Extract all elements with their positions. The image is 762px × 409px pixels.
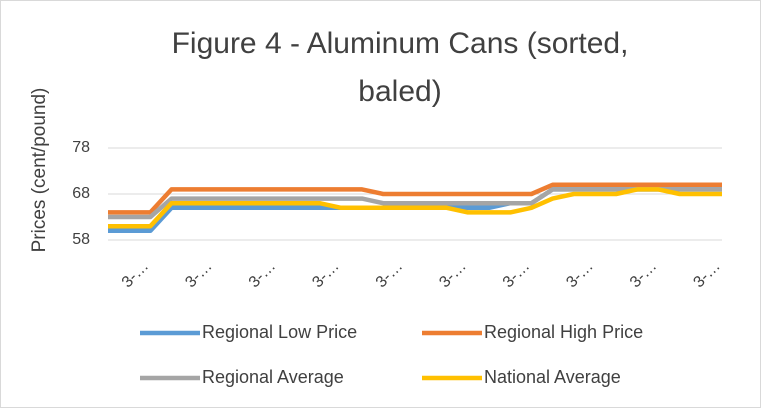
legend-label: Regional Low Price — [202, 322, 357, 342]
x-tick-label: 3-… — [246, 258, 279, 291]
series-line — [108, 187, 722, 220]
x-tick-label: 3-… — [500, 258, 533, 291]
x-tick-label: 3-… — [690, 258, 723, 291]
y-tick-label: 58 — [72, 231, 90, 248]
legend-label: Regional Average — [202, 367, 344, 387]
x-tick-label: 3-… — [119, 258, 152, 291]
x-tick-label: 3-… — [563, 258, 596, 291]
x-tick-label: 3-… — [309, 258, 342, 291]
chart-title: Figure 4 - Aluminum Cans (sorted, baled) — [171, 27, 629, 108]
x-tick-label: 3-… — [373, 258, 406, 291]
legend-label: National Average — [484, 367, 621, 387]
y-axis-label: Prices (cent/pound) — [29, 88, 50, 253]
legend-label: Regional High Price — [484, 322, 643, 342]
y-tick-label: 78 — [72, 139, 90, 156]
x-tick-label: 3-… — [182, 258, 215, 291]
x-tick-label: 3-… — [436, 258, 469, 291]
y-tick-label: 68 — [72, 185, 90, 202]
series-line — [108, 182, 722, 215]
series-line — [108, 187, 722, 229]
x-tick-label: 3-… — [627, 258, 660, 291]
